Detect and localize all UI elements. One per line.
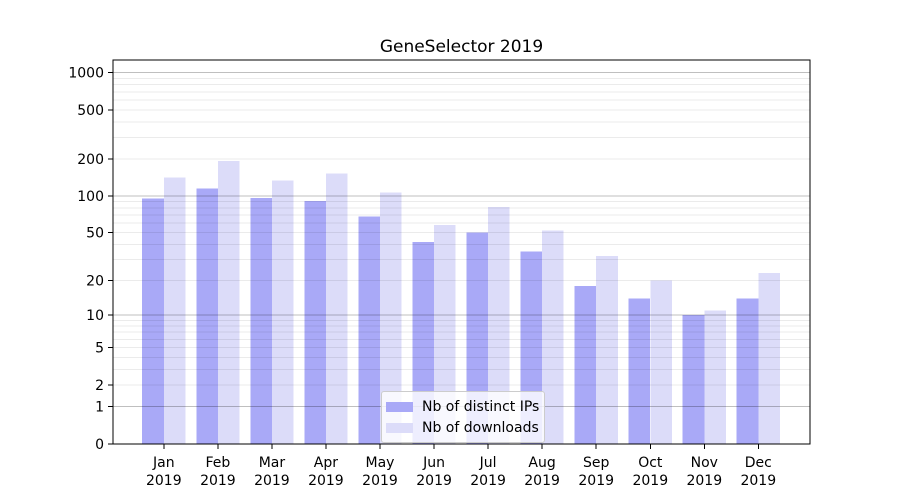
x-tick-label-month: Mar: [259, 455, 286, 471]
bar-distinct-ips-apr: [304, 201, 326, 444]
legend: Nb of distinct IPs Nb of downloads: [381, 391, 545, 443]
bar-downloads-sep: [596, 256, 618, 444]
x-tick-label-year: 2019: [740, 473, 776, 489]
bar-distinct-ips-may: [358, 216, 380, 444]
bar-distinct-ips-jan: [142, 198, 164, 444]
legend-label-distinct-ips: Nb of distinct IPs: [422, 398, 540, 415]
x-tick-label-year: 2019: [632, 473, 668, 489]
y-tick-label: 2: [95, 378, 104, 394]
plot-frame: [112, 59, 811, 445]
x-tick-label-year: 2019: [686, 473, 722, 489]
bar-downloads-apr: [325, 173, 348, 444]
bar-distinct-ips-nov: [682, 315, 705, 444]
x-tick-label-month: Apr: [314, 455, 338, 471]
x-tick-label-month: Nov: [691, 455, 718, 471]
y-tick-label: 50: [86, 226, 104, 242]
y-tick-label: 20: [86, 273, 104, 289]
y-tick-label: 1000: [68, 66, 104, 82]
bar-downloads-mar: [271, 180, 294, 444]
bar-distinct-ips-mar: [250, 198, 272, 444]
x-tick-label-year: 2019: [308, 473, 344, 489]
x-tick-label-month: Sep: [583, 455, 610, 471]
legend-swatch-downloads: [386, 422, 413, 433]
x-tick-label-year: 2019: [254, 473, 290, 489]
y-tick-label: 1: [95, 400, 104, 416]
bar-distinct-ips-oct: [628, 298, 651, 444]
legend-item-distinct-ips: Nb of distinct IPs: [386, 397, 540, 416]
x-tick-label-month: Oct: [638, 455, 663, 471]
bar-downloads-may: [380, 192, 402, 444]
legend-item-downloads: Nb of downloads: [386, 418, 539, 437]
x-tick-label-year: 2019: [470, 473, 506, 489]
x-tick-label-year: 2019: [146, 473, 182, 489]
y-tick-label: 5: [95, 341, 104, 357]
y-tick-label: 0: [95, 437, 104, 453]
legend-label-downloads: Nb of downloads: [422, 419, 539, 436]
bar-downloads-oct: [650, 280, 672, 444]
bar-distinct-ips-dec: [736, 298, 759, 444]
bar-downloads-nov: [704, 310, 726, 444]
legend-swatch-distinct-ips: [386, 401, 413, 412]
bar-downloads-feb: [217, 161, 240, 444]
bar-downloads-jul: [488, 207, 510, 444]
y-tick-label: 100: [77, 189, 104, 205]
x-tick-label-month: May: [366, 455, 395, 471]
x-tick-label-year: 2019: [200, 473, 236, 489]
bar-downloads-aug: [542, 230, 564, 444]
x-tick-label-year: 2019: [416, 473, 452, 489]
x-tick-label-month: Dec: [745, 455, 772, 471]
y-tick-label: 500: [77, 103, 104, 119]
x-tick-label-year: 2019: [578, 473, 614, 489]
x-tick-label-month: Jan: [152, 455, 175, 471]
x-tick-label-month: Jun: [422, 455, 445, 471]
x-tick-label-month: Jul: [479, 455, 497, 471]
chart-title: GeneSelector 2019: [379, 37, 544, 57]
x-tick-label-year: 2019: [524, 473, 560, 489]
x-tick-label-month: Feb: [206, 455, 231, 471]
x-tick-label-month: Aug: [528, 455, 555, 471]
y-tick-label: 200: [77, 152, 104, 168]
bar-downloads-dec: [758, 273, 780, 444]
bar-downloads-jun: [434, 224, 456, 444]
bar-distinct-ips-sep: [574, 285, 597, 444]
y-tick-label: 10: [86, 308, 104, 324]
x-tick-label-year: 2019: [362, 473, 398, 489]
bar-distinct-ips-feb: [196, 188, 218, 444]
bar-downloads-jan: [163, 177, 186, 445]
